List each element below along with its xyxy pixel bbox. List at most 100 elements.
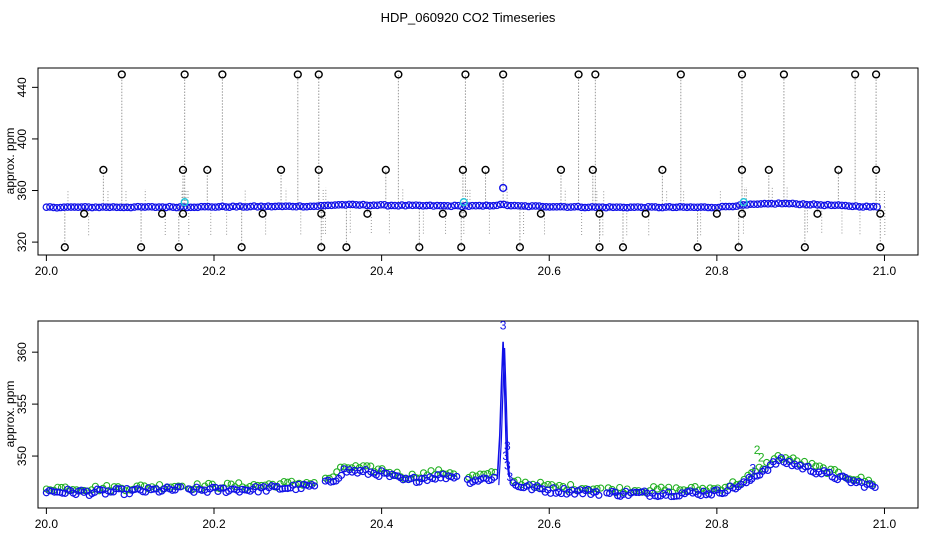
y-tick-label: 350 (15, 446, 29, 466)
data-point (496, 200, 505, 209)
data-point (112, 203, 121, 212)
data-point (801, 463, 809, 471)
data-point (63, 203, 72, 211)
flagged-point (457, 243, 466, 252)
data-point-green (352, 462, 360, 470)
y-tick-label: 360 (15, 180, 29, 200)
data-point (422, 201, 431, 210)
data-point (331, 201, 339, 209)
data-point (651, 203, 660, 211)
flagged-point (117, 70, 126, 79)
data-point (306, 202, 315, 211)
data-point (337, 471, 345, 479)
data-point (535, 202, 543, 210)
data-point (232, 203, 241, 211)
x-tick-label: 20.6 (538, 264, 562, 278)
flagged-point (394, 70, 403, 79)
flagged-point (764, 165, 773, 174)
spike-line (498, 347, 512, 486)
x-tick-label: 20.8 (705, 517, 729, 531)
data-point (95, 203, 103, 212)
data-point (267, 202, 276, 211)
data-point (376, 200, 385, 209)
data-point (67, 203, 75, 211)
data-point (440, 201, 448, 210)
spike-line (496, 341, 510, 479)
data-point (123, 203, 132, 212)
flagged-point (641, 209, 650, 218)
data-point-green (653, 485, 661, 493)
data-point (327, 201, 336, 210)
data-point (169, 203, 177, 211)
data-point (693, 203, 702, 212)
data-point (552, 202, 561, 211)
data-point (109, 203, 118, 211)
data-point (662, 203, 670, 211)
data-point-green (755, 463, 763, 471)
flagged-point (800, 243, 809, 252)
flagged-point (136, 243, 146, 252)
data-point (168, 486, 177, 494)
data-point (436, 201, 445, 210)
data-point (127, 203, 135, 212)
data-point (380, 200, 389, 209)
data-point (443, 201, 452, 210)
data-point (366, 201, 375, 210)
data-point (700, 203, 709, 211)
data-point (792, 200, 800, 208)
data-point (284, 484, 292, 493)
flagged-point (60, 243, 69, 252)
data-point (774, 199, 783, 207)
data-point-green (597, 484, 605, 492)
data-point (616, 203, 624, 211)
data-point (542, 203, 551, 211)
data-point (88, 203, 96, 212)
data-point (120, 203, 128, 212)
data-point (56, 203, 65, 212)
data-point (718, 489, 726, 498)
data-point (296, 202, 304, 210)
point-label: 2 (754, 443, 761, 457)
data-point (74, 203, 82, 212)
data-point (58, 489, 67, 497)
data-point (176, 483, 185, 491)
data-point (373, 201, 382, 210)
data-point (683, 203, 691, 212)
data-point (281, 484, 289, 493)
data-point (208, 203, 216, 211)
plot-frame-bottom (37, 320, 919, 509)
y-tick-label: 355 (15, 394, 29, 414)
flagged-point (876, 243, 885, 252)
data-point (686, 203, 695, 211)
data-point (91, 203, 100, 211)
data-point (609, 203, 617, 212)
x-tick-label: 21.0 (873, 264, 897, 278)
accent-point (180, 198, 189, 207)
flagged-point (712, 209, 721, 218)
flagged-point (693, 243, 702, 252)
data-point-green (438, 469, 446, 477)
data-point (141, 203, 149, 211)
data-point (517, 202, 526, 210)
data-point (288, 202, 297, 211)
data-point (468, 201, 477, 210)
data-point (524, 202, 533, 211)
data-point (690, 203, 698, 212)
data-point (217, 484, 225, 492)
data-point (274, 202, 283, 211)
data-point (672, 203, 681, 212)
data-point (454, 201, 463, 210)
data-point (387, 201, 396, 210)
data-point (464, 202, 473, 210)
flagged-point (415, 243, 424, 252)
data-point (401, 201, 410, 210)
data-point (285, 202, 294, 211)
data-point-green (812, 462, 820, 470)
data-point (824, 200, 832, 209)
data-point (767, 199, 776, 208)
data-point (598, 203, 607, 212)
data-point (105, 203, 114, 212)
data-point (669, 203, 677, 212)
flagged-point (834, 165, 843, 174)
data-point (820, 201, 829, 210)
